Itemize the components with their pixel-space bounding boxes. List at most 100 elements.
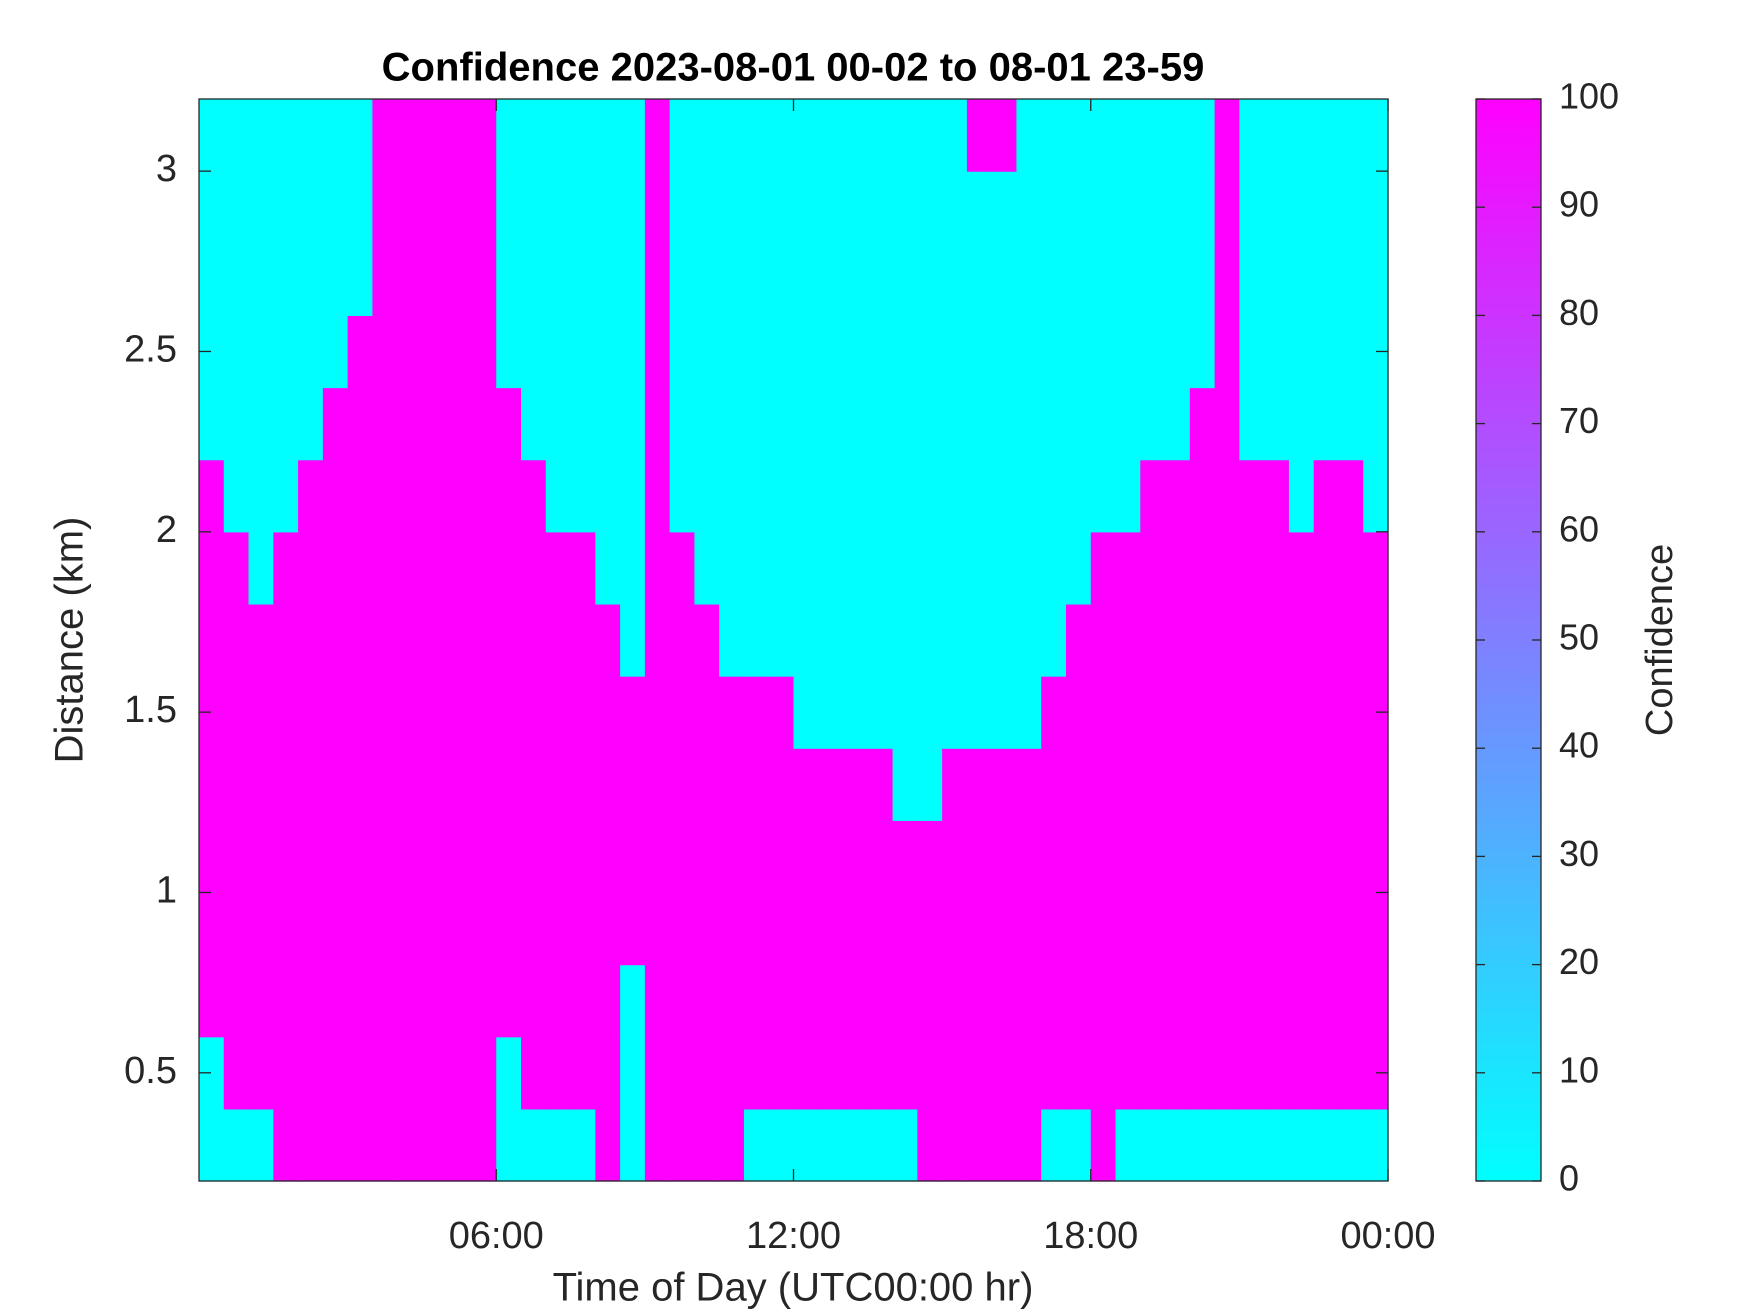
heatmap-cell <box>1016 531 1042 605</box>
heatmap-cell <box>867 892 894 966</box>
heatmap-cell <box>620 531 646 605</box>
heatmap-cell <box>1115 748 1141 821</box>
heatmap-cell <box>1115 603 1141 677</box>
heatmap-cell <box>397 387 423 461</box>
heatmap-cell <box>1115 171 1141 244</box>
heatmap-cell <box>545 171 572 244</box>
heatmap-cell <box>347 99 373 172</box>
heatmap-cell <box>397 603 423 677</box>
heatmap-cell <box>496 820 522 894</box>
heatmap-cell <box>1214 676 1240 749</box>
heatmap-cell <box>768 243 795 316</box>
colorbar-tick-label: 70 <box>1559 400 1599 441</box>
heatmap-cell <box>1363 603 1389 677</box>
heatmap-cell <box>768 964 795 1038</box>
heatmap-cell <box>719 99 745 172</box>
heatmap-cell <box>1165 387 1191 461</box>
heatmap-cell <box>199 603 225 677</box>
y-tick-label: 3 <box>156 148 177 190</box>
heatmap-cell <box>669 459 696 533</box>
heatmap-cell <box>991 892 1018 966</box>
heatmap-cell <box>347 315 373 389</box>
heatmap-cell <box>942 964 968 1038</box>
heatmap-cell <box>644 171 671 244</box>
heatmap-cell <box>570 748 596 821</box>
heatmap-cell <box>768 892 795 966</box>
heatmap-cell <box>644 1108 671 1182</box>
heatmap-cell <box>273 99 299 172</box>
heatmap-cell <box>273 820 299 894</box>
heatmap-cell <box>917 603 943 677</box>
heatmap-cell <box>545 892 572 966</box>
x-tick-label: 18:00 <box>1043 1215 1138 1257</box>
heatmap-cell <box>322 459 349 533</box>
heatmap-cell <box>768 387 795 461</box>
heatmap-cell <box>298 171 324 244</box>
heatmap-cell <box>1214 964 1240 1038</box>
heatmap-cell <box>1140 603 1166 677</box>
heatmap-cell <box>471 676 497 749</box>
heatmap-cell <box>1214 171 1240 244</box>
heatmap-cell <box>397 892 423 966</box>
heatmap-cell <box>1140 387 1166 461</box>
heatmap-cell <box>570 99 596 172</box>
heatmap-cell <box>322 99 349 172</box>
heatmap-cell <box>298 99 324 172</box>
heatmap-cell <box>1165 99 1191 172</box>
heatmap-cell <box>1363 387 1389 461</box>
colorbar-tick-label: 20 <box>1559 941 1599 982</box>
heatmap-cell <box>496 459 522 533</box>
heatmap-cell <box>421 387 448 461</box>
heatmap-cell <box>743 748 770 821</box>
heatmap-cell <box>1189 676 1216 749</box>
heatmap-cell <box>570 676 596 749</box>
heatmap-cell <box>892 676 918 749</box>
heatmap-cell <box>669 820 696 894</box>
heatmap-cell <box>372 171 398 244</box>
heatmap-cell <box>471 99 497 172</box>
heatmap-cell <box>1090 171 1117 244</box>
heatmap-cell <box>1016 820 1042 894</box>
heatmap-cell <box>917 964 943 1038</box>
heatmap-cell <box>471 171 497 244</box>
heatmap-cell <box>867 99 894 172</box>
heatmap-cell <box>966 820 993 894</box>
heatmap-cell <box>1016 387 1042 461</box>
heatmap-cell <box>620 964 646 1038</box>
heatmap-cell <box>1041 1108 1067 1182</box>
heatmap-cell <box>917 99 943 172</box>
heatmap-cell <box>694 892 720 966</box>
heatmap-cell <box>892 171 918 244</box>
heatmap-cell <box>1313 964 1340 1038</box>
heatmap-cell <box>793 99 819 172</box>
heatmap-cell <box>917 459 943 533</box>
heatmap-cell <box>942 243 968 316</box>
heatmap-cell <box>1239 820 1265 894</box>
heatmap-cell <box>644 459 671 533</box>
heatmap-cell <box>1140 820 1166 894</box>
heatmap-cell <box>942 748 968 821</box>
heatmap-cell <box>471 1108 497 1182</box>
heatmap-cell <box>1041 387 1067 461</box>
heatmap-cell <box>421 315 448 389</box>
heatmap-cell <box>421 171 448 244</box>
heatmap-cell <box>867 676 894 749</box>
heatmap-cell <box>322 531 349 605</box>
y-tick-label: 2 <box>156 509 177 551</box>
heatmap-cell <box>694 99 720 172</box>
heatmap-cell <box>719 459 745 533</box>
heatmap-cell <box>1338 387 1364 461</box>
heatmap-cell <box>818 748 844 821</box>
heatmap-cell <box>372 964 398 1038</box>
heatmap-cell <box>1065 892 1092 966</box>
heatmap-cell <box>496 964 522 1038</box>
heatmap-cell <box>595 1108 621 1182</box>
heatmap-cell <box>768 1108 795 1182</box>
heatmap-cell <box>867 315 894 389</box>
heatmap-cell <box>743 171 770 244</box>
heatmap-cell <box>199 459 225 533</box>
heatmap-cell <box>521 892 547 966</box>
heatmap-cell <box>743 676 770 749</box>
heatmap-cell <box>867 603 894 677</box>
